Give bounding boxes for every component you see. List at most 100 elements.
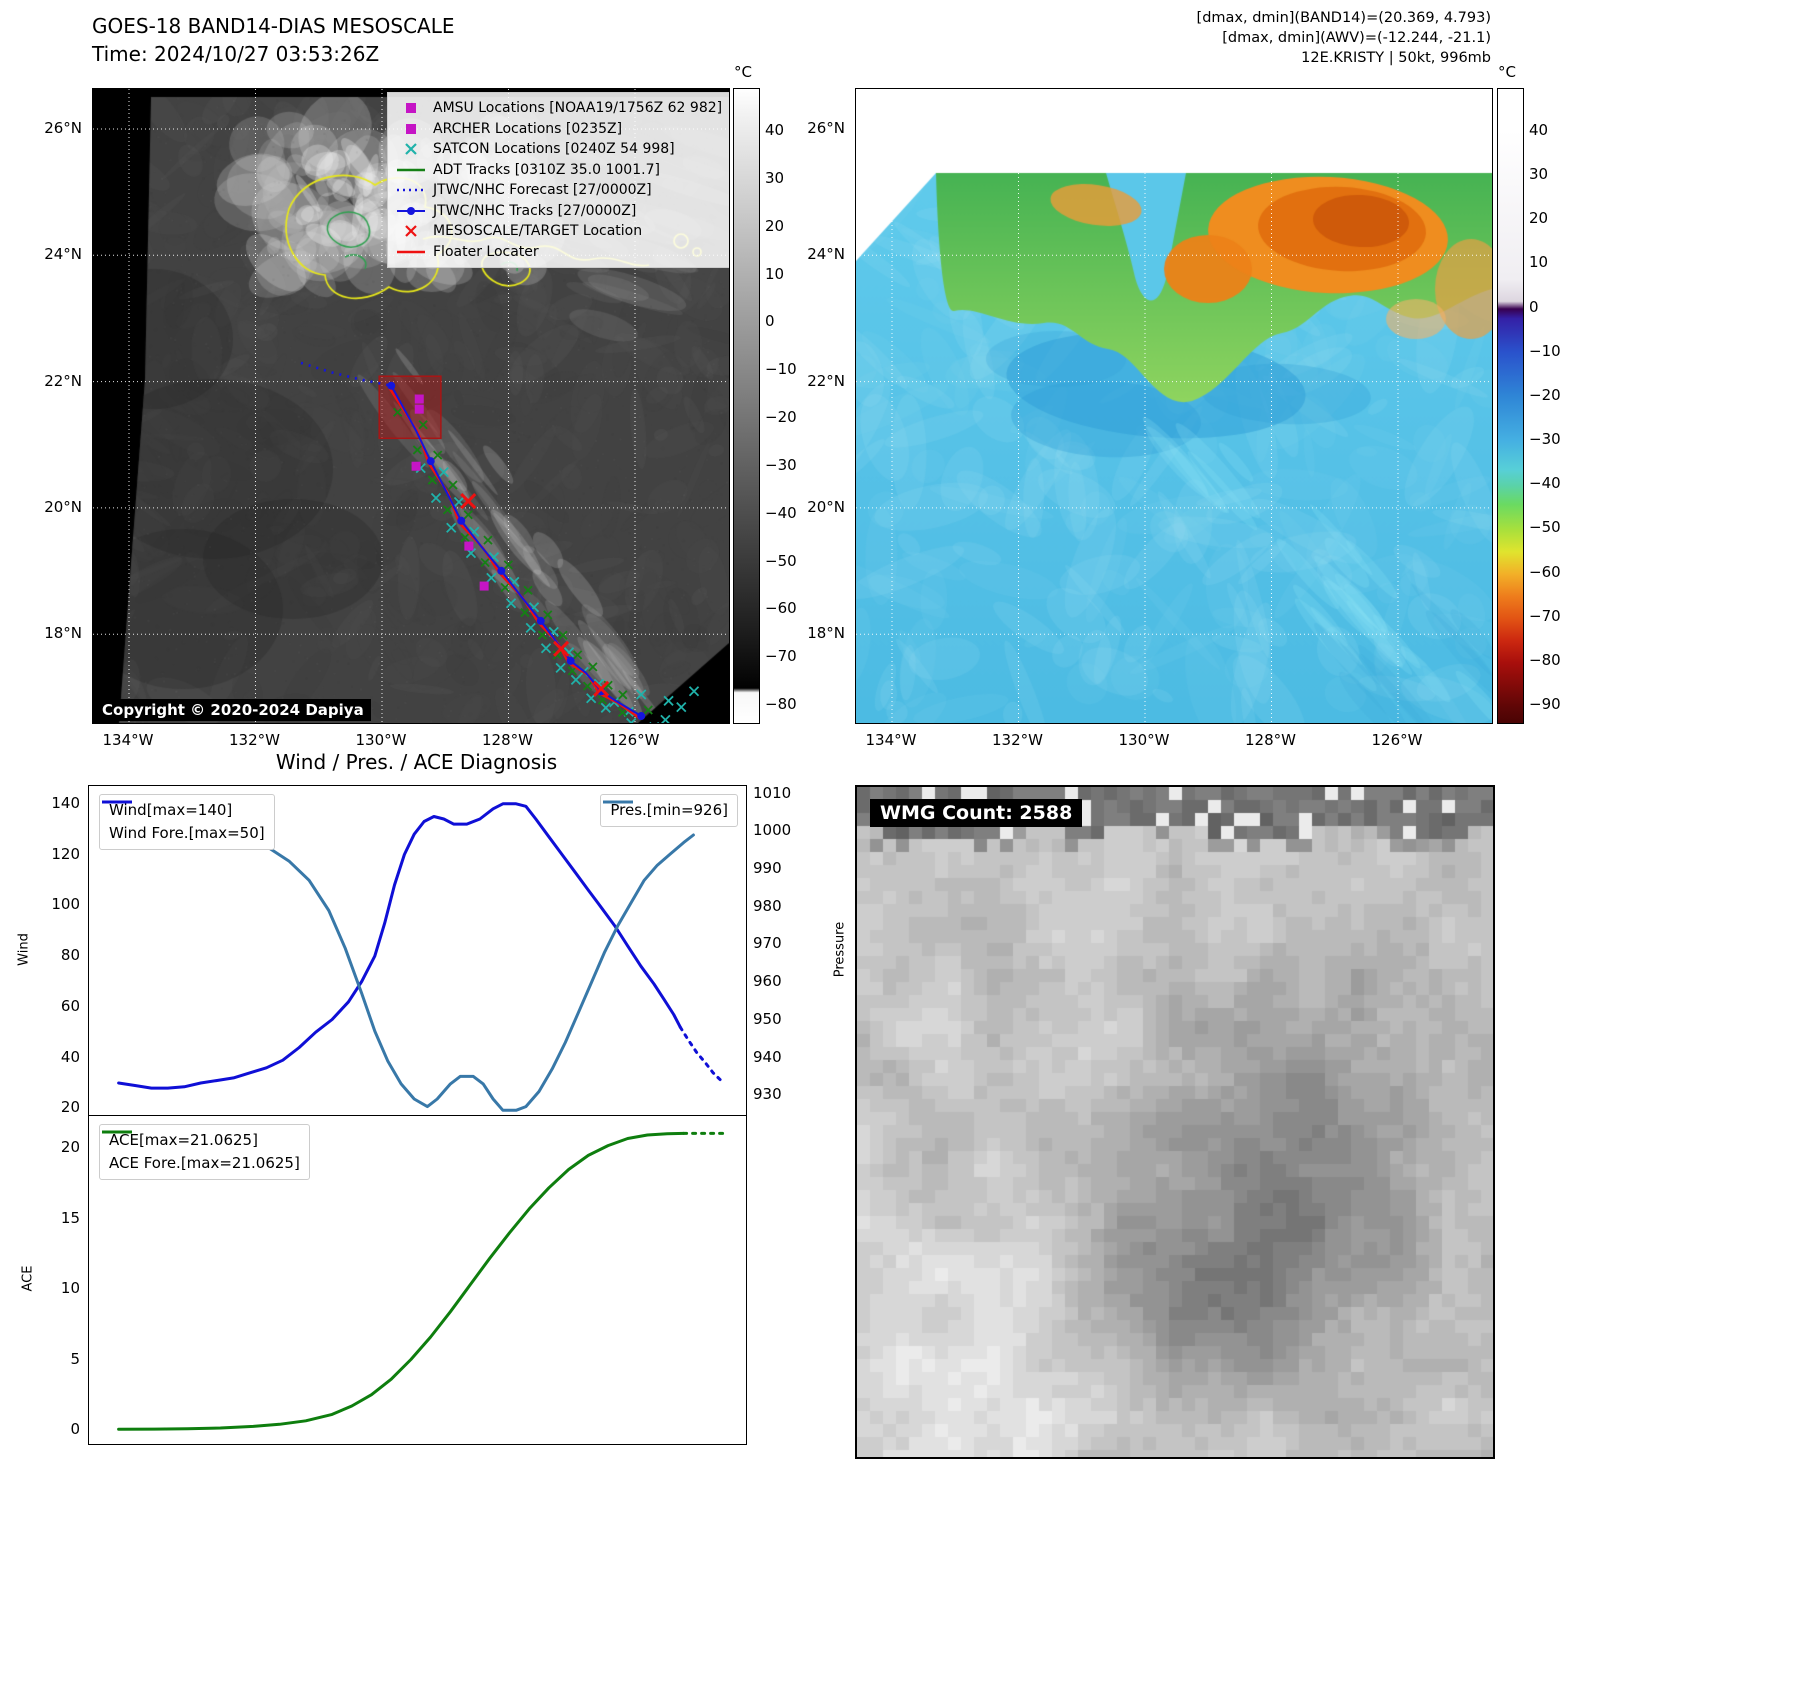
square-marker-icon [406, 103, 416, 114]
ace-tick-label: 5 [70, 1349, 80, 1368]
colorbar-tick-label: −10 [765, 360, 797, 379]
legend-label: JTWC/NHC Forecast [27/0000Z] [433, 182, 652, 198]
legend-item: ADT Tracks [0310Z 35.0 1001.7] [396, 160, 722, 181]
legend-item: ACE Fore.[max=21.0625] [102, 1130, 300, 1175]
wind-pressure-plot [117, 802, 723, 1112]
wind-tick-label: 100 [51, 895, 80, 914]
colorbar-tick-label: 30 [1529, 165, 1549, 184]
wmg-panel: WMG Count: 2588 [855, 785, 1495, 1459]
colorbar-tick-label: −40 [765, 503, 797, 522]
lat-tick-label: 18°N [807, 624, 845, 643]
colorbar-tick-label: 20 [1529, 209, 1549, 228]
colorbar-tick-label: −70 [765, 647, 797, 666]
ace-chart: ACE[max=21.0625] ACE Fore.[max=21.0625] [88, 1115, 747, 1445]
legend-item: Floater Locater [396, 242, 722, 263]
band14-colorbar [733, 88, 760, 724]
colorbar-tick-label: −80 [765, 695, 797, 713]
line-marker-icon [397, 168, 425, 171]
lon-tick-label: 128°W [1245, 731, 1296, 749]
colorbar-tick-label: −30 [765, 455, 797, 474]
chart-legend: ACE[max=21.0625] ACE Fore.[max=21.0625] [99, 1124, 310, 1180]
colorbar-tick-label: −70 [1529, 606, 1561, 625]
legend-item: Pres.[min=926] [603, 799, 728, 822]
lat-tick-label: 26°N [44, 119, 82, 137]
colorbar-unit-label: °C [734, 63, 752, 81]
line-sample-icon [102, 800, 132, 804]
band14-time: Time: 2024/10/27 03:53:26Z [92, 42, 380, 66]
pressure-axis-label: Pressure [832, 921, 848, 978]
lat-tick-label: 24°N [807, 245, 845, 264]
wind-tick-label: 80 [60, 946, 80, 965]
legend-item: ARCHER Locations [0235Z] [396, 119, 722, 140]
wind-tick-label: 40 [60, 1047, 80, 1066]
line-sample-icon [102, 1130, 132, 1134]
legend-label: JTWC/NHC Tracks [27/0000Z] [433, 202, 637, 219]
colorbar-tick-label: 20 [765, 216, 785, 235]
wind-axis-label: Wind [16, 933, 32, 966]
pressure-tick-label: 960 [753, 972, 782, 991]
colorbar-tick-label: −80 [1529, 650, 1561, 669]
legend-label: Wind[max=140] [109, 801, 233, 819]
lat-tick-label: 22°N [44, 371, 82, 390]
pressure-tick-label: 940 [753, 1047, 782, 1066]
colorbar-tick-label: −20 [1529, 385, 1561, 404]
pressure-tick-label: 950 [753, 1009, 782, 1028]
band14-title: GOES-18 BAND14-DIAS MESOSCALE [92, 14, 455, 38]
colorbar-tick-label: −40 [1529, 474, 1561, 493]
ace-tick-label: 10 [60, 1279, 80, 1298]
lat-tick-label: 22°N [807, 371, 845, 390]
lat-tick-label: 18°N [44, 624, 82, 643]
legend-label: ACE[max=21.0625] [109, 1131, 258, 1149]
colorbar-tick-label: 0 [765, 312, 775, 331]
diagnosis-title: Wind / Pres. / ACE Diagnosis [275, 750, 558, 774]
ace-tick-label: 0 [70, 1419, 80, 1438]
awv-satellite-image [856, 89, 1492, 723]
legend-label: AMSU Locations [NOAA19/1756Z 62 982] [433, 100, 723, 116]
ace-axis-label: ACE [20, 1265, 36, 1292]
line-marker-icon [397, 250, 425, 253]
colorbar-tick-label: −20 [765, 408, 797, 426]
ace-tick-label: 15 [60, 1208, 80, 1227]
colorbar-tick-label: −50 [1529, 518, 1561, 537]
colorbar-tick-label: −60 [765, 599, 797, 618]
x-marker-icon [405, 143, 417, 156]
awv-header: [dmax, dmin](BAND14)=(20.369, 4.793) [dm… [1197, 8, 1491, 68]
lon-tick-label: 130°W [1118, 731, 1170, 749]
lon-tick-label: 128°W [482, 731, 533, 749]
lon-tick-label: 132°W [992, 731, 1043, 749]
band14-map: AMSU Locations [NOAA19/1756Z 62 982] ARCH… [92, 88, 730, 724]
legend-item: AMSU Locations [NOAA19/1756Z 62 982] [396, 98, 722, 119]
legend-label: Pres.[min=926] [610, 801, 728, 819]
ace-plot [117, 1131, 725, 1431]
lon-tick-label: 134°W [865, 731, 917, 749]
colorbar-tick-label: −90 [1529, 695, 1561, 713]
legend-label: ARCHER Locations [0235Z] [433, 120, 623, 137]
legend-item: MESOSCALE/TARGET Location [396, 221, 722, 242]
lon-tick-label: 134°W [102, 731, 154, 749]
legend-label: MESOSCALE/TARGET Location [433, 223, 643, 239]
pressure-tick-label: 1010 [753, 783, 792, 802]
colorbar-tick-label: −60 [1529, 562, 1561, 581]
ace-tick-label: 20 [60, 1138, 80, 1157]
pressure-tick-label: 990 [753, 858, 782, 877]
colorbar-tick-label: −50 [765, 551, 797, 570]
band14-track-overlay [93, 89, 729, 723]
wind-tick-label: 140 [51, 793, 80, 812]
colorbar-tick-label: 10 [1529, 253, 1549, 272]
colorbar-tick-label: 10 [765, 264, 785, 283]
pressure-tick-label: 930 [753, 1085, 782, 1104]
lat-tick-label: 24°N [44, 245, 82, 264]
wmg-count-label: WMG Count: 2588 [870, 799, 1083, 827]
colorbar-tick-label: 0 [1529, 297, 1539, 316]
dotted-marker-icon [397, 189, 425, 192]
storm-id-label: 12E.KRISTY | 50kt, 996mb [1301, 50, 1491, 66]
colorbar-tick-label: −10 [1529, 341, 1561, 360]
pressure-tick-label: 980 [753, 896, 782, 915]
colorbar-tick-label: −30 [1529, 430, 1561, 449]
lon-tick-label: 126°W [608, 731, 660, 749]
legend-item: ACE[max=21.0625] [102, 1129, 300, 1152]
awv-header-line-1: [dmax, dmin](BAND14)=(20.369, 4.793) [1196, 10, 1491, 26]
lon-tick-label: 132°W [229, 731, 280, 749]
lat-tick-label: 20°N [44, 497, 82, 516]
